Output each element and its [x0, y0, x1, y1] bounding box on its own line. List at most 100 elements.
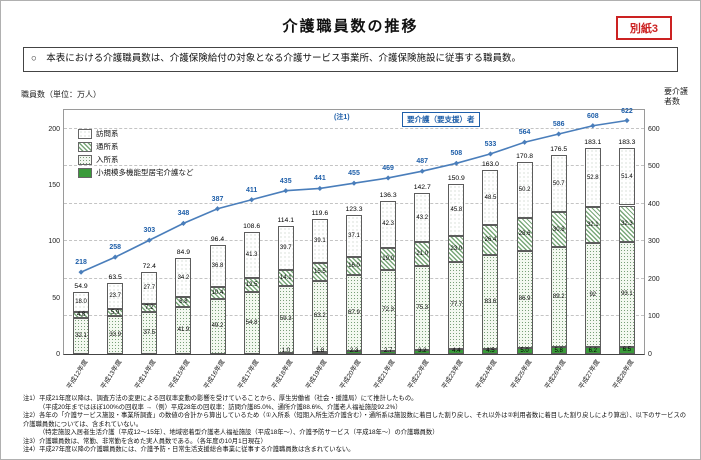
bar-total-label: 183.3 — [618, 138, 636, 146]
x-axis-label-text: 平成28年度 — [611, 358, 636, 391]
bar-segment — [448, 261, 465, 350]
line-point-label: 487 — [416, 158, 429, 166]
bar-segment — [516, 348, 533, 354]
right-axis-tick-label: 200 — [648, 275, 660, 283]
bar-segment — [448, 235, 465, 262]
line-marker — [487, 151, 494, 157]
bar-segment — [277, 225, 294, 271]
x-axis-label-text: 平成26年度 — [543, 358, 568, 391]
bar-segment — [346, 215, 362, 257]
bar-segment — [311, 219, 328, 264]
bar-segment — [243, 292, 260, 354]
bar-segment — [277, 286, 294, 353]
line-point-label: 533 — [484, 140, 497, 148]
bar-total-label: 123.3 — [345, 206, 363, 214]
x-axis-label-text: 平成13年度 — [100, 358, 124, 391]
line-point-label: 586 — [552, 121, 565, 129]
bar-segment — [516, 218, 533, 251]
line-marker — [624, 117, 630, 124]
line-point-label: 469 — [382, 164, 394, 172]
line-point-label: 455 — [348, 170, 360, 178]
bar-total-label: 183.1 — [584, 138, 602, 146]
x-axis-label-text: 平成21年度 — [373, 358, 397, 391]
left-axis-tick-label: 50 — [52, 294, 60, 302]
line-marker — [317, 185, 323, 192]
x-axis-label-text: 平成15年度 — [168, 358, 192, 391]
x-axis-label-text: 平成19年度 — [304, 358, 329, 391]
bar-segment — [243, 278, 260, 293]
x-axis-label-text: 平成16年度 — [202, 358, 226, 391]
line-point-label: 387 — [211, 195, 224, 203]
attachment-badge: 別紙3 — [615, 16, 672, 40]
line-marker — [249, 197, 255, 203]
line-point-label: 218 — [75, 259, 87, 267]
note-line: （特定施設入居者生活介護（平成12〜15年）、地域密着型介護老人福祉施設（平成1… — [39, 429, 439, 436]
line-marker — [112, 254, 118, 260]
bar-segment — [73, 312, 90, 318]
right-axis-title: 要介護者数 — [664, 87, 688, 106]
line-point-label: 435 — [279, 177, 292, 185]
bar-segment — [141, 311, 158, 354]
x-axis-label-text: 平成17年度 — [236, 358, 261, 391]
bar-segment — [448, 184, 465, 236]
left-axis-tick-label: 0 — [56, 351, 60, 358]
x-axis-label-text: 平成14年度 — [134, 358, 158, 391]
legend-item: 通所系 — [78, 141, 194, 152]
page-title: 介護職員数の推移 — [282, 18, 419, 35]
bar-segment — [380, 200, 397, 249]
bar-segment — [73, 292, 90, 313]
care-recipients-line — [78, 117, 630, 275]
line-marker — [146, 237, 152, 243]
bar-total-label: 72.4 — [142, 263, 156, 271]
x-axis-label-text: 平成22年度 — [407, 358, 431, 391]
legend-swatch — [78, 167, 92, 178]
line-point-label: 258 — [109, 244, 122, 252]
note-line: 注3）介護職員数は、常勤、非常勤を含めた実人員数である。（各年度の10月1日現在… — [23, 437, 267, 445]
bar-segment — [311, 351, 328, 354]
grid-line — [64, 127, 644, 129]
bar-segment — [209, 286, 226, 299]
bar-segment — [277, 270, 294, 287]
line-marker — [453, 160, 459, 166]
bar-segment — [550, 212, 567, 248]
line-point-label: 608 — [586, 112, 599, 120]
legend-label: 訪問系 — [96, 129, 119, 138]
left-axis-tick-label: 200 — [48, 125, 60, 133]
legend-label: 小規模多機能型居宅介護など — [96, 168, 194, 177]
bar-segment — [448, 349, 465, 354]
bar-segment — [618, 205, 635, 242]
bar-segment — [380, 350, 397, 354]
line-series-label: 要介護（要支援）者 — [402, 112, 480, 127]
bar-segment — [516, 250, 533, 349]
line-point-label: 564 — [518, 129, 531, 137]
footnotes: 注1）平成21年度以降は、調査方法の変更による回収率変動の影響を受けていることか… — [23, 395, 690, 455]
line-marker — [556, 131, 562, 137]
bar-segment — [311, 280, 328, 352]
grid-line — [64, 165, 644, 167]
line-point-label: 348 — [177, 210, 190, 218]
right-axis-tick-label: 400 — [648, 200, 660, 208]
bar-total-label: 84.9 — [176, 249, 191, 257]
bar-segment — [380, 248, 397, 270]
legend-swatch — [78, 141, 92, 152]
legend-item: 入所系 — [78, 154, 194, 165]
left-axis-tick-label: 100 — [48, 238, 60, 246]
bar-segment — [618, 147, 635, 206]
bar-segment — [584, 207, 601, 244]
bar-segment — [414, 265, 431, 351]
bar-segment — [107, 315, 124, 354]
note-line: 注1）平成21年度以降は、調査方法の変更による回収率変動の影響を受けていることか… — [23, 395, 418, 402]
right-axis-tick-label: 300 — [648, 238, 660, 246]
legend-swatch — [78, 154, 92, 165]
bar-total-label: 108.6 — [243, 222, 261, 230]
bar-segment — [550, 347, 567, 354]
line-point-label: 303 — [143, 227, 156, 235]
bar-segment — [209, 298, 226, 354]
bar-total-label: 114.1 — [277, 216, 294, 224]
bar-total-label: 163.0 — [481, 161, 499, 169]
right-axis-tick-label: 600 — [648, 125, 660, 133]
bar-segment — [414, 350, 431, 354]
line-marker — [180, 220, 187, 226]
right-axis-tick-label: 500 — [648, 163, 660, 171]
